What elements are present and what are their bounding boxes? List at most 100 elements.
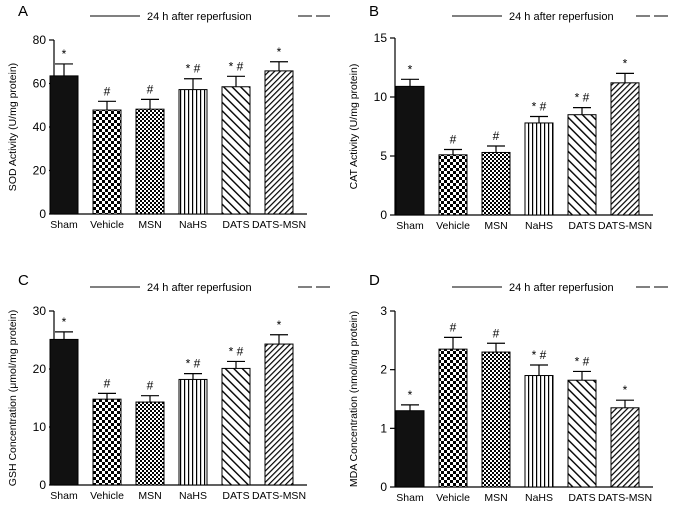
bar bbox=[221, 86, 251, 215]
significance-marker: # bbox=[493, 326, 500, 340]
significance-marker: # bbox=[450, 133, 457, 147]
y-tick-label: 0 bbox=[380, 480, 387, 494]
x-tick-label: Sham bbox=[50, 219, 78, 231]
bar bbox=[481, 351, 511, 488]
significance-marker: * bbox=[623, 383, 628, 397]
x-tick-label: MSN bbox=[484, 492, 507, 504]
y-axis-label: GSH Concentration (μmol/mg protein) bbox=[7, 310, 19, 486]
y-tick-label: 60 bbox=[33, 77, 47, 91]
bar bbox=[178, 89, 208, 215]
x-tick-label: Sham bbox=[396, 220, 424, 232]
bar bbox=[264, 70, 294, 215]
panel-label: C bbox=[18, 272, 29, 289]
significance-marker: # bbox=[450, 320, 457, 334]
x-tick-label: NaHS bbox=[179, 490, 207, 502]
x-tick-label: DATS bbox=[222, 219, 249, 231]
significance-marker: * bbox=[408, 62, 413, 76]
bar bbox=[221, 367, 251, 486]
x-tick-label: DATS-MSN bbox=[598, 220, 652, 232]
bar bbox=[395, 85, 425, 216]
bar bbox=[438, 348, 468, 488]
y-tick-label: 0 bbox=[39, 207, 46, 221]
chart-panel-d: D 24 h after reperfusion 0 1 2 3 MDA Concentra… bbox=[348, 272, 668, 504]
header-text: 24 h after reperfusion bbox=[147, 282, 252, 294]
y-axis-label: MDA Concentration (nmol/mg protein) bbox=[348, 311, 360, 487]
significance-marker: * bbox=[277, 318, 282, 332]
x-tick-label: NaHS bbox=[525, 492, 553, 504]
x-tick-label: Vehicle bbox=[436, 220, 470, 232]
bar bbox=[610, 82, 640, 216]
y-tick-label: 40 bbox=[33, 120, 47, 134]
significance-marker: * # bbox=[532, 99, 547, 113]
significance-marker: * bbox=[62, 47, 67, 61]
x-tick-label: MSN bbox=[138, 219, 161, 231]
significance-marker: * bbox=[277, 45, 282, 59]
x-tick-label: NaHS bbox=[525, 220, 553, 232]
x-tick-label: Vehicle bbox=[90, 490, 124, 502]
y-tick-label: 3 bbox=[380, 304, 387, 318]
significance-marker: # bbox=[104, 84, 111, 98]
header-text: 24 h after reperfusion bbox=[509, 11, 614, 23]
header-text: 24 h after reperfusion bbox=[509, 282, 614, 294]
x-tick-label: DATS bbox=[222, 490, 249, 502]
significance-marker: * # bbox=[575, 91, 590, 105]
panel-label: D bbox=[369, 272, 380, 289]
y-tick-label: 10 bbox=[33, 420, 47, 434]
significance-marker: # bbox=[147, 379, 154, 393]
panel-label: B bbox=[369, 3, 379, 20]
y-tick-label: 1 bbox=[380, 421, 387, 435]
y-tick-label: 0 bbox=[39, 478, 46, 492]
bar bbox=[395, 410, 425, 488]
bar bbox=[264, 343, 294, 486]
bar bbox=[610, 407, 640, 488]
y-tick-label: 15 bbox=[374, 31, 388, 45]
y-tick-label: 5 bbox=[380, 149, 387, 163]
bar bbox=[524, 375, 554, 488]
x-tick-label: Vehicle bbox=[90, 219, 124, 231]
panel-label: A bbox=[18, 3, 28, 20]
y-tick-label: 10 bbox=[374, 90, 388, 104]
x-tick-label: Sham bbox=[50, 490, 78, 502]
significance-marker: * bbox=[408, 388, 413, 402]
significance-marker: * # bbox=[229, 59, 244, 73]
y-tick-label: 20 bbox=[33, 362, 47, 376]
chart-panel-a: A 24 h after reperfusion 0 20 40 60 80 SOD Acti… bbox=[7, 3, 330, 231]
significance-marker: * # bbox=[229, 344, 244, 358]
bar bbox=[92, 109, 122, 215]
significance-marker: * # bbox=[575, 354, 590, 368]
bar bbox=[49, 75, 79, 215]
x-tick-label: DATS-MSN bbox=[252, 219, 306, 231]
bar bbox=[92, 398, 122, 486]
y-tick-label: 2 bbox=[380, 363, 387, 377]
y-axis-label: CAT Activity (U/mg protein) bbox=[348, 64, 360, 190]
chart-panel-b: B 24 h after reperfusion 0 5 10 15 CAT Activit… bbox=[348, 3, 668, 232]
bar bbox=[178, 378, 208, 486]
significance-marker: # bbox=[147, 82, 154, 96]
significance-marker: # bbox=[104, 376, 111, 390]
x-tick-label: MSN bbox=[138, 490, 161, 502]
x-tick-label: DATS bbox=[568, 220, 595, 232]
x-tick-label: Vehicle bbox=[436, 492, 470, 504]
significance-marker: # bbox=[493, 129, 500, 143]
y-axis-label: SOD Activity (U/mg protein) bbox=[7, 63, 19, 191]
x-tick-label: DATS-MSN bbox=[598, 492, 652, 504]
y-tick-label: 20 bbox=[33, 164, 47, 178]
y-tick-label: 0 bbox=[380, 208, 387, 222]
x-tick-label: DATS-MSN bbox=[252, 490, 306, 502]
bar bbox=[524, 122, 554, 216]
significance-marker: * bbox=[623, 56, 628, 70]
x-tick-label: NaHS bbox=[179, 219, 207, 231]
chart-panel-c: C 24 h after reperfusion 0 10 20 30 GSH Concen… bbox=[7, 272, 330, 502]
bar bbox=[49, 338, 79, 486]
header-text: 24 h after reperfusion bbox=[147, 11, 252, 23]
x-tick-label: MSN bbox=[484, 220, 507, 232]
significance-marker: * # bbox=[186, 62, 201, 76]
bar bbox=[135, 108, 165, 215]
significance-marker: * bbox=[62, 315, 67, 329]
y-tick-label: 30 bbox=[33, 304, 47, 318]
bar bbox=[567, 379, 597, 488]
x-tick-label: DATS bbox=[568, 492, 595, 504]
significance-marker: * # bbox=[532, 348, 547, 362]
